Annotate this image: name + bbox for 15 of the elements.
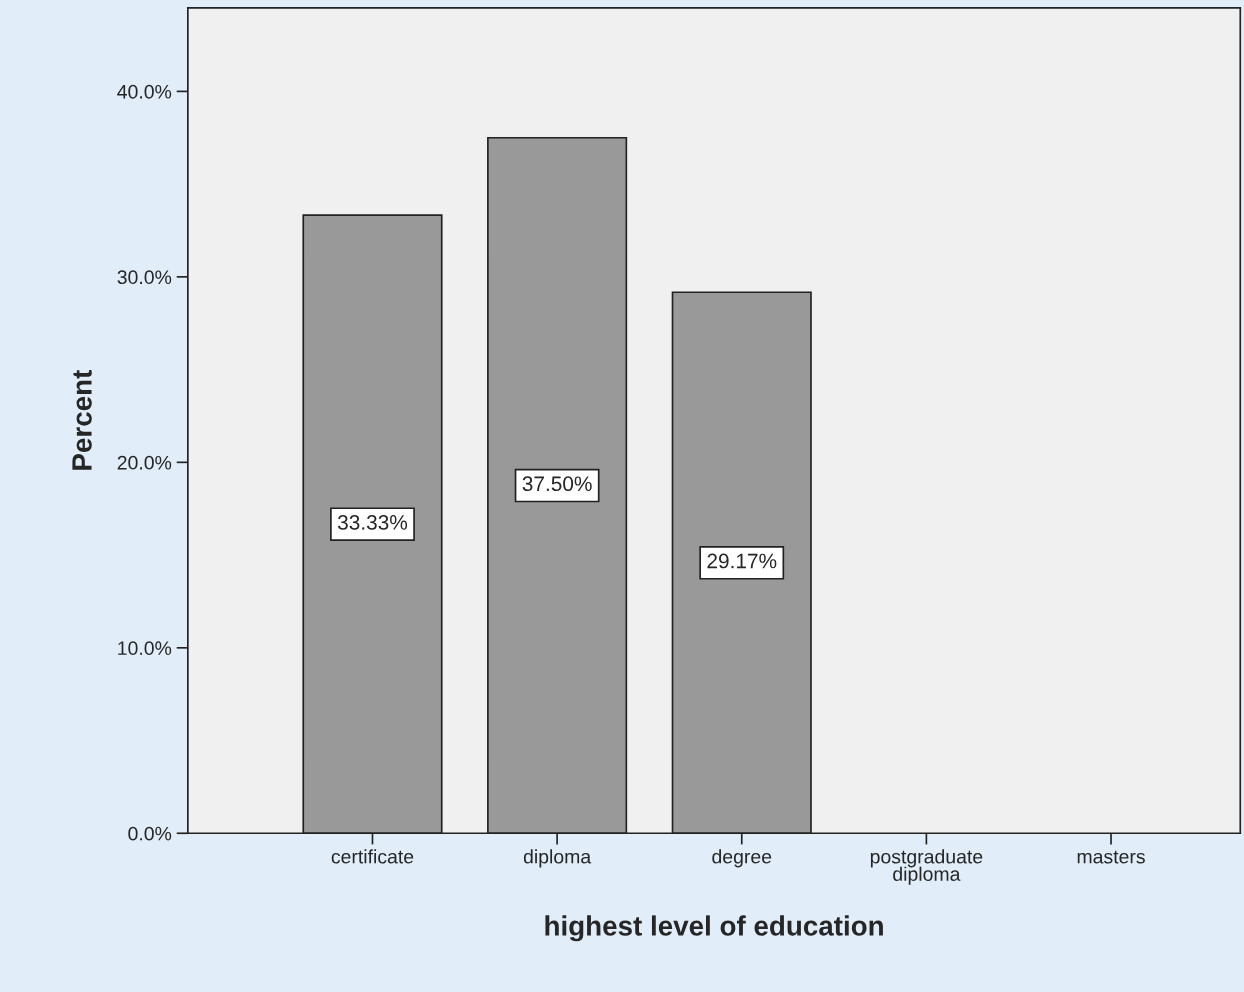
x-axis-title: highest level of education [545, 915, 883, 942]
x-tick-label: postgraduate diploma [870, 849, 983, 885]
x-tick-label: certificate [331, 849, 414, 864]
x-tick-label: diploma [523, 849, 592, 868]
y-tick-label: 0.0% [128, 826, 172, 841]
y-tick-label: 10.0% [118, 641, 172, 656]
y-tick-label: 30.0% [117, 270, 172, 285]
data-label: 29.17% [707, 553, 777, 569]
x-tick-label: masters [1077, 850, 1145, 864]
data-label: 33.33% [337, 515, 408, 530]
data-label: 37.50% [522, 476, 592, 492]
y-tick-label: 40.0% [117, 84, 172, 99]
x-tick-label: degree [712, 849, 772, 868]
y-axis-title: Percent [72, 369, 92, 470]
y-tick-label: 20.0% [117, 455, 172, 470]
